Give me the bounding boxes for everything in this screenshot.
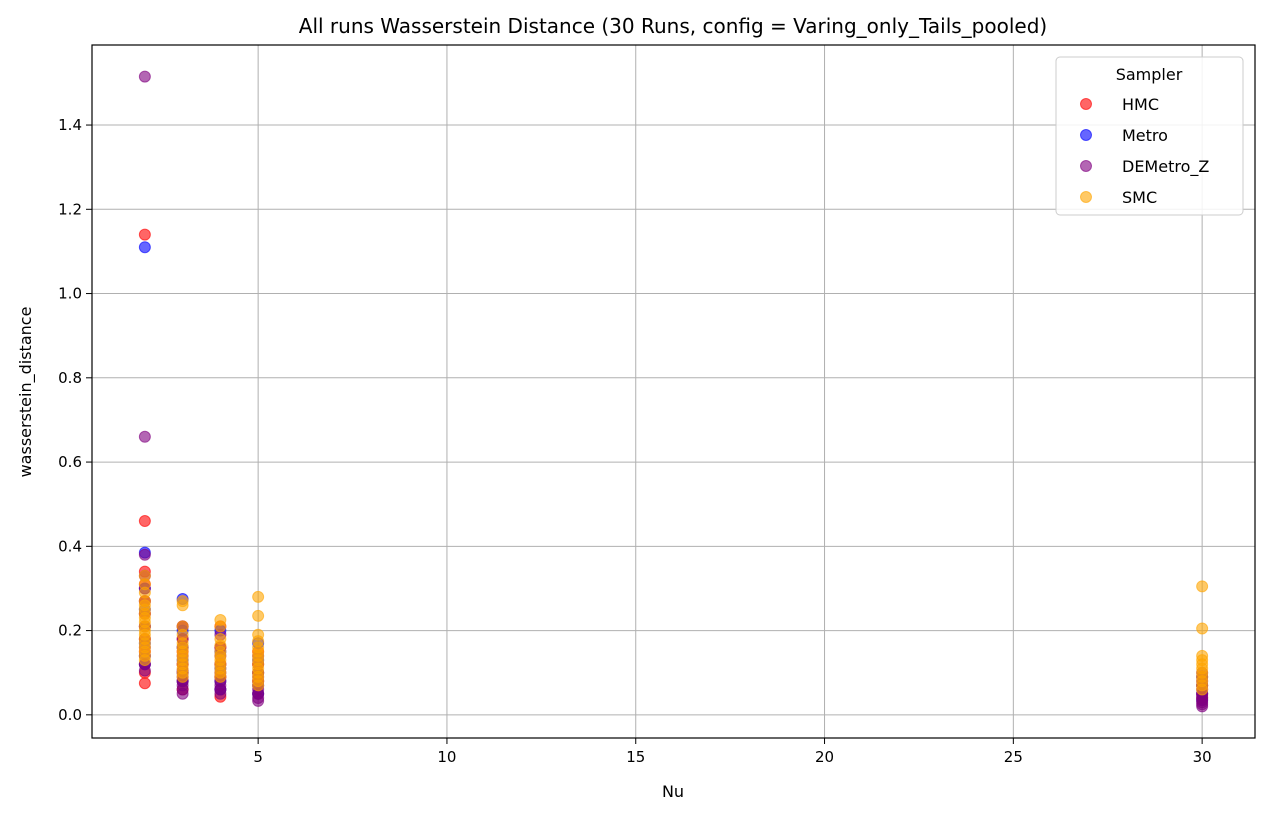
legend-items: HMC Metro DEMetro_Z SMC <box>1080 95 1209 207</box>
data-point <box>138 654 151 667</box>
data-point <box>214 670 227 683</box>
data-point <box>252 679 265 692</box>
legend-box <box>1055 56 1244 216</box>
x-axis-ticks: 5 10 15 20 25 30 <box>253 738 1212 766</box>
legend-marker <box>1080 191 1092 203</box>
data-point <box>138 228 151 241</box>
data-point <box>252 590 265 603</box>
y-axis-ticks: 0.0 0.2 0.4 0.6 0.8 1.0 1.2 1.4 <box>58 116 92 724</box>
y-tick-label: 0.8 <box>58 369 82 387</box>
x-tick-label: 5 <box>253 748 263 766</box>
y-tick-label: 1.4 <box>58 116 82 134</box>
y-tick-label: 0.6 <box>58 453 82 471</box>
data-point <box>1196 622 1209 635</box>
plot-frame <box>91 44 1256 739</box>
data-points <box>138 70 1209 713</box>
legend-label: HMC <box>1122 95 1159 114</box>
series-smc <box>138 569 1209 696</box>
data-point <box>138 70 151 83</box>
x-tick-label: 20 <box>815 748 834 766</box>
data-point <box>214 687 227 700</box>
legend-title: Sampler <box>1116 65 1183 84</box>
x-tick-label: 10 <box>437 748 456 766</box>
data-point <box>252 609 265 622</box>
x-axis-label: Nu <box>662 782 684 801</box>
data-point <box>176 687 189 700</box>
data-point <box>138 664 151 677</box>
data-point <box>1196 700 1209 713</box>
data-point <box>138 241 151 254</box>
y-tick-label: 1.0 <box>58 285 82 303</box>
data-point <box>252 694 265 707</box>
grid-lines <box>92 45 1255 738</box>
chart-title: All runs Wasserstein Distance (30 Runs, … <box>299 14 1047 38</box>
data-point <box>138 515 151 528</box>
legend-label: SMC <box>1122 188 1157 207</box>
legend-marker <box>1080 98 1092 110</box>
data-point <box>1196 580 1209 593</box>
x-tick-label: 30 <box>1193 748 1212 766</box>
y-tick-label: 0.2 <box>58 622 82 640</box>
data-point <box>1196 683 1209 696</box>
legend-label: DEMetro_Z <box>1122 157 1209 177</box>
x-tick-label: 25 <box>1004 748 1023 766</box>
x-tick-label: 15 <box>626 748 645 766</box>
data-point <box>138 430 151 443</box>
legend: Sampler HMC Metro DEMetro_Z SMC <box>1055 56 1244 216</box>
data-point <box>138 677 151 690</box>
y-tick-label: 0.4 <box>58 537 82 555</box>
y-tick-label: 0.0 <box>58 706 82 724</box>
data-point <box>176 599 189 612</box>
y-axis-label: wasserstein_distance <box>16 307 36 478</box>
legend-marker <box>1080 160 1092 172</box>
y-tick-label: 1.2 <box>58 200 82 218</box>
data-point <box>214 620 227 633</box>
legend-label: Metro <box>1122 126 1168 145</box>
data-point <box>138 548 151 561</box>
legend-marker <box>1080 129 1092 141</box>
data-point <box>176 670 189 683</box>
